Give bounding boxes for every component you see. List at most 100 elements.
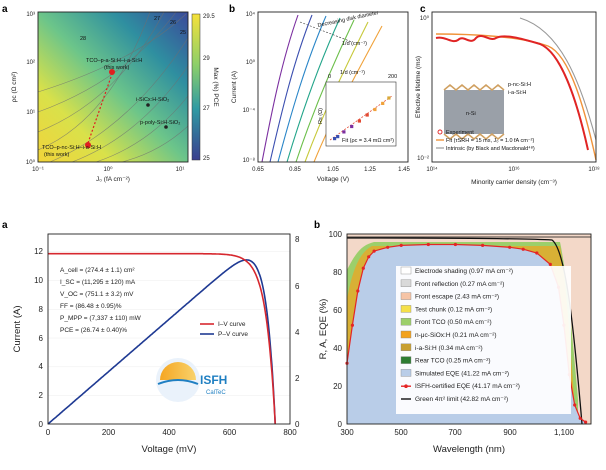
- y-tick: 12: [34, 247, 43, 256]
- annotation-disk: Decreasing disk diameter: [317, 10, 379, 29]
- legend-marker-experiment: [437, 129, 443, 135]
- legend-swatch: [400, 305, 412, 313]
- inset-data-point: [357, 119, 361, 123]
- colorbar-tick: 29: [203, 56, 210, 62]
- y-axis-label: Effective lifetime (ms): [415, 56, 422, 118]
- eqe-data-point: [399, 243, 403, 247]
- y-tick: 10¹: [26, 110, 35, 116]
- eqe-data-point: [548, 262, 552, 266]
- x-tick: 300: [340, 428, 354, 437]
- annotation-poly-si: p-poly-Si:H-SiO₂: [140, 120, 180, 126]
- x-tick: 0: [46, 428, 51, 437]
- y-tick: 20: [333, 382, 342, 391]
- x-tick: 10⁰: [103, 166, 113, 173]
- textured-surface: [443, 84, 505, 91]
- p-v-curve: [47, 259, 276, 425]
- legend-swatch: [400, 330, 412, 339]
- y-tick: 10²: [26, 60, 35, 66]
- eqe-data-point: [361, 266, 365, 270]
- y-axis-label: ρc (Ω cm²): [11, 72, 18, 103]
- legend-swatch: [400, 318, 412, 326]
- legend-label-pv: P–V curve: [218, 331, 248, 338]
- y-tick: 8: [39, 305, 44, 314]
- annotation-inverse-d: 1/d (cm⁻¹): [342, 41, 367, 47]
- y-axis-label: R, A, EQE (%): [318, 299, 329, 360]
- x-tick: 1.45: [398, 167, 410, 173]
- top-a-frame: [37, 11, 189, 163]
- x-tick: 1.25: [364, 167, 376, 173]
- y2-tick: 0: [295, 420, 300, 429]
- eqe-data-point: [350, 323, 354, 327]
- textured-surface-bottom: [443, 133, 505, 140]
- x-tick: 1.05: [327, 167, 339, 173]
- inset-x-label: 1/d (cm⁻¹): [340, 70, 365, 76]
- bottom-panel-b: b Electrode shading (0.97 mA cm⁻²) Front …: [314, 220, 592, 455]
- data-point-poly-si: [164, 125, 168, 129]
- inset-data-point: [333, 137, 337, 141]
- logo-text: ISFH: [200, 373, 227, 387]
- y-tick: 40: [333, 344, 342, 353]
- legend-box: [396, 266, 571, 414]
- panel-label-bottom-b: b: [314, 220, 320, 231]
- legend-label: Test chunk (0.12 mA cm⁻²): [415, 306, 492, 313]
- x-tick: 0.65: [252, 167, 264, 173]
- metric-isc: I_SC = (11,295 ± 120) mA: [60, 279, 136, 286]
- data-point-p-nc-si: [85, 142, 91, 148]
- legend-label-iv: I–V curve: [218, 321, 246, 328]
- x-tick: 500: [394, 428, 408, 437]
- legend-label-experiment: Experiment: [446, 130, 474, 136]
- legend-swatch: [400, 369, 412, 377]
- legend-label: Front TCO (0.50 mA cm⁻²): [415, 319, 492, 326]
- legend-label: Rear TCO (0.25 mA cm⁻²): [415, 358, 491, 365]
- logo-wave-icon: [157, 379, 199, 385]
- x-tick: 10¹⁸: [588, 166, 600, 173]
- y-tick: 80: [333, 268, 342, 277]
- y-tick: 10⁴: [246, 11, 256, 18]
- colorbar-tick: 25: [203, 156, 210, 162]
- legend-swatch: [400, 292, 412, 300]
- x-tick: 900: [503, 428, 517, 437]
- y-axis-label: Current (A): [12, 306, 23, 353]
- annotation-sicx: i-SiCx:H-SiO₂: [136, 97, 169, 103]
- device-stack-sketch: n-Si p-nc-Si:H i-a-Si:H: [443, 82, 531, 140]
- y-tick: 10⁻⁸: [243, 157, 256, 164]
- legend-swatch: [400, 266, 412, 275]
- data-point-sicx: [146, 103, 150, 107]
- y-tick: 6: [39, 334, 44, 343]
- inset-data-point: [365, 113, 369, 117]
- logo-sun-icon: [160, 362, 196, 380]
- y-axis-label: Current (A): [231, 71, 238, 103]
- green-limit-curve: [346, 237, 583, 425]
- legend-label: i-a-Si:H (0.34 mA cm⁻²): [415, 345, 483, 352]
- top-panel-b: b Decreasing disk diameter 1/d (cm⁻¹) 0 …: [229, 4, 410, 183]
- experiment-curve: [435, 35, 589, 151]
- legend-label-fit: Fit (τSRH = 15 ms, J₀ = 1.0 fA cm⁻²): [446, 138, 535, 144]
- y-tick: 10⁻⁴: [243, 107, 256, 114]
- data-point-p-a-si: [109, 69, 115, 75]
- x-axis-label: Wavelength (nm): [433, 444, 505, 455]
- eqe-data-point: [578, 416, 582, 420]
- legend-marker: [404, 384, 408, 389]
- x-tick: 1,100: [554, 428, 575, 437]
- metrics-block: A_cell = (274.4 ± 1.1) cm² I_SC = (11,29…: [60, 267, 142, 334]
- bottom-panel-a: a A_cell = (274.4 ± 1.1) cm² I_SC = (11,…: [2, 220, 300, 455]
- connection-dashed-line: [87, 73, 113, 144]
- eqe-data-point: [372, 249, 376, 253]
- y-tick: 10⁰: [420, 15, 430, 22]
- inset-y-label: Rs (Ω): [318, 108, 324, 124]
- bottom-b-frame: [346, 233, 592, 425]
- y-tick: 60: [333, 306, 342, 315]
- stack-label-p-nc: p-nc-Si:H: [508, 82, 531, 88]
- metric-voc: V_OC = (751.1 ± 3.2) mV: [60, 291, 134, 298]
- inset-plot: 0 200 1/d (cm⁻¹) Rs (Ω) Fit (ρc = 3.4 mΩ…: [318, 70, 397, 147]
- y2-tick: 6: [295, 282, 300, 291]
- top-c-frame: [431, 11, 597, 163]
- legend-label: Front reflection (0.27 mA cm⁻²): [415, 281, 504, 288]
- y2-tick: 8: [295, 235, 300, 244]
- bottom-b-legend: Electrode shading (0.97 mA cm⁻²) Front re…: [396, 266, 571, 414]
- y-tick: 10⁰: [26, 159, 36, 166]
- x-axis-label: Minority carrier density (cm⁻³): [471, 179, 557, 186]
- metric-pmpp: P_MPP = (7,337 ± 110) mW: [60, 315, 142, 322]
- top-b-frame: [257, 11, 409, 163]
- x-tick: 400: [162, 428, 176, 437]
